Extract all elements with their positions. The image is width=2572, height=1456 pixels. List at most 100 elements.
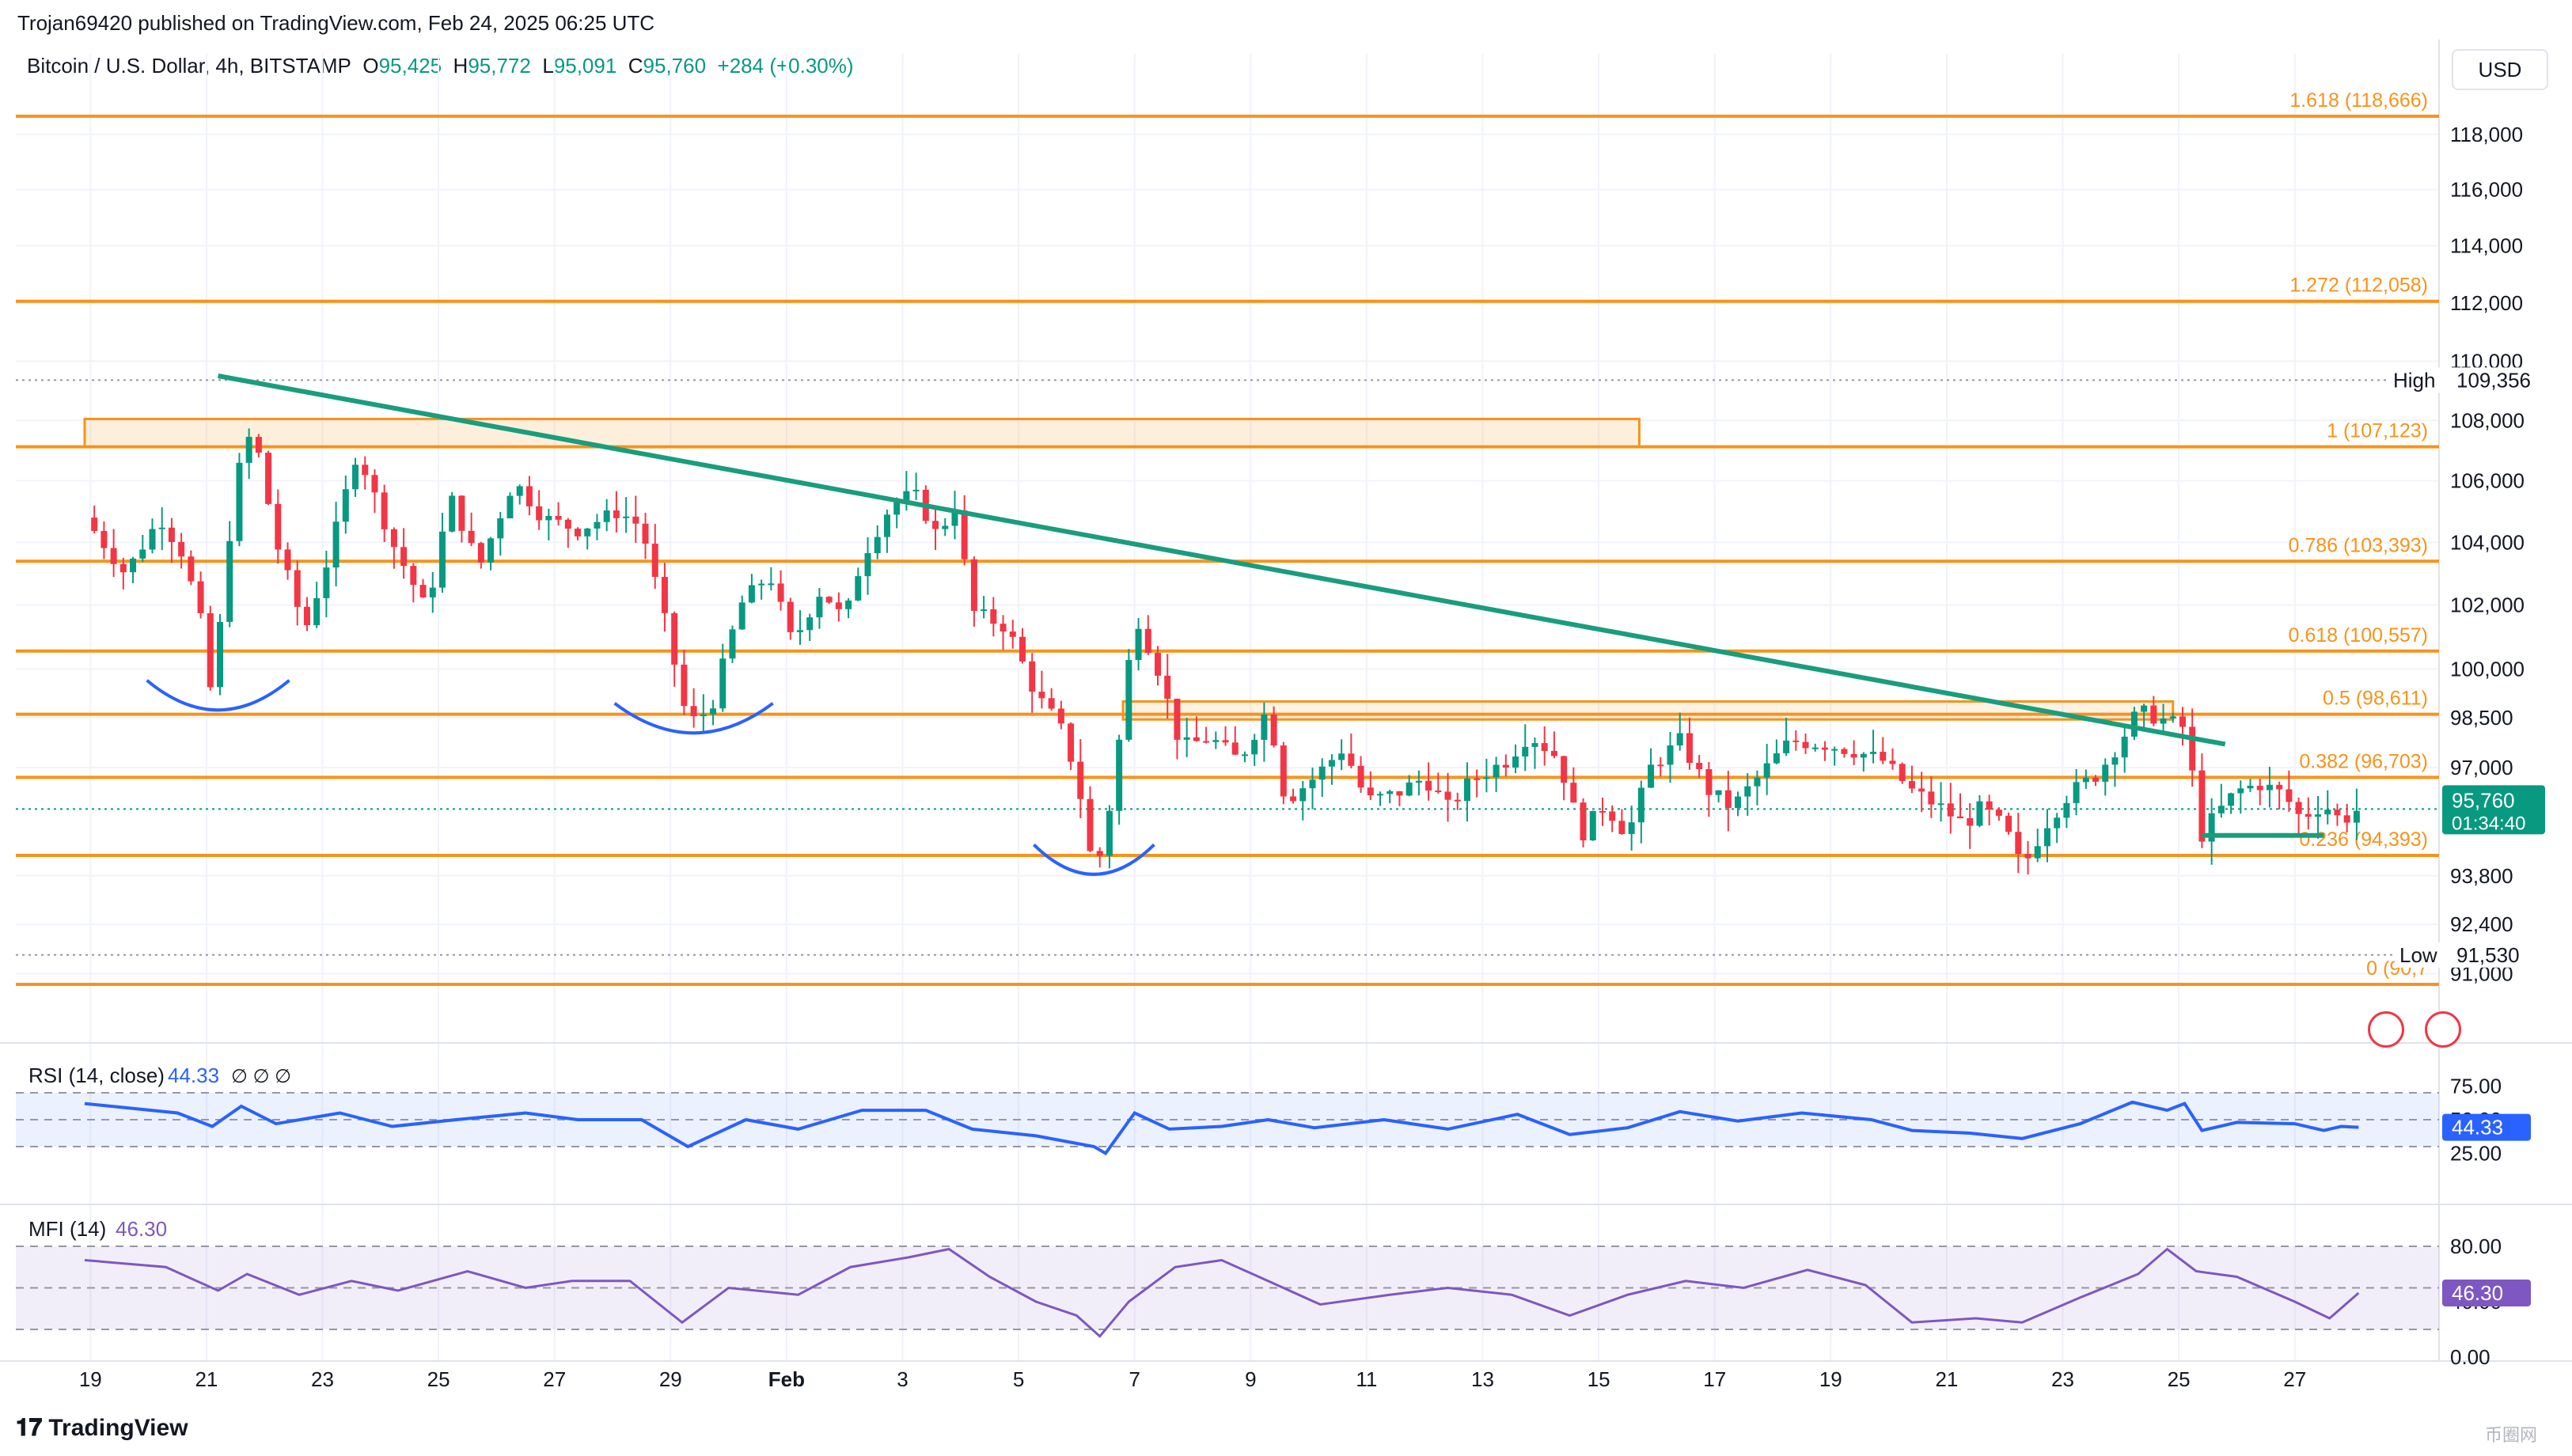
time-tick: 11 <box>1356 1367 1377 1391</box>
candle-body <box>981 609 987 611</box>
candle-body <box>1851 754 1857 758</box>
candle-body <box>362 464 368 475</box>
time-tick: Feb <box>768 1367 805 1391</box>
candle-body <box>913 490 920 491</box>
candle-body <box>1077 762 1083 799</box>
candle-body <box>111 548 117 564</box>
candle-body <box>2189 726 2195 770</box>
price-tick: 92,400 <box>2450 912 2513 936</box>
time-tick: 29 <box>659 1367 682 1391</box>
candle-body <box>1909 781 1915 788</box>
candle-body <box>1522 747 1528 756</box>
candle-body <box>1764 764 1770 778</box>
candle-body <box>2102 764 2108 782</box>
candle-body <box>797 630 803 632</box>
candle-body <box>2025 854 2031 859</box>
candle-body <box>207 613 214 687</box>
candle-body <box>1561 756 1567 783</box>
candle-body <box>304 607 310 625</box>
candle-body <box>623 517 629 518</box>
mfi-legend-value: 46.30 <box>116 1217 167 1241</box>
candle-body <box>652 544 658 577</box>
price-tick: 118,000 <box>2450 123 2523 146</box>
candle-body <box>2015 832 2021 854</box>
candle-body <box>2334 810 2340 815</box>
candle-body <box>1474 779 1480 780</box>
candle-body <box>1271 715 1277 745</box>
candle-body <box>2237 788 2244 793</box>
candle-body <box>1590 811 1596 840</box>
candle-body <box>2044 828 2050 847</box>
mfi-tick: 0.00 <box>2450 1345 2490 1369</box>
tv-logo-icon: 𝟏𝟕 <box>16 1415 42 1442</box>
fib-level-label: 0.382 (96,703) <box>2299 750 2428 772</box>
candle-body <box>2305 814 2312 817</box>
time-axis: 19 21 23 25 27 29 Feb 3 5 7 9 11 13 15 17 19 21 23 25 27 <box>79 1367 2306 1391</box>
candle-body <box>1551 751 1557 756</box>
candle-body <box>2286 789 2292 802</box>
candle-body <box>2035 846 2041 858</box>
candle-body <box>2170 716 2176 719</box>
candle-body <box>1889 760 1895 764</box>
candle-body <box>1531 743 1538 747</box>
candle-body <box>1212 740 1219 742</box>
candle-body <box>1831 749 1838 751</box>
rsi-title: RSI (14, close) <box>28 1064 165 1087</box>
price-tick: 98,500 <box>2450 706 2513 730</box>
candle-body <box>130 559 136 572</box>
candle-body <box>371 475 377 492</box>
candle-body <box>478 543 484 563</box>
candle-body <box>1792 741 1799 742</box>
price-tick: 104,000 <box>2450 530 2525 554</box>
candle-body <box>1435 791 1441 792</box>
us-flag-icon[interactable] <box>2425 1011 2461 1048</box>
candle-body <box>169 528 175 542</box>
candle-body <box>1174 699 1180 740</box>
candle-body <box>449 495 455 531</box>
candle-body <box>1029 662 1035 692</box>
price-tick: 114,000 <box>2450 234 2523 258</box>
candle-body <box>1223 740 1229 742</box>
rsi-extra-icons: ∅ ∅ ∅ <box>231 1066 291 1087</box>
candle-body <box>1754 778 1760 787</box>
time-tick: 13 <box>1471 1367 1494 1391</box>
candle-body <box>2198 771 2205 842</box>
us-flag-icon[interactable] <box>2368 1011 2404 1048</box>
time-tick: 25 <box>427 1367 450 1391</box>
candle-body <box>1116 740 1122 811</box>
candle-body <box>2324 810 2331 814</box>
candle-body <box>2296 802 2302 813</box>
time-tick: 15 <box>1588 1367 1610 1391</box>
candle-body <box>1242 754 1248 756</box>
candle-body <box>149 529 155 550</box>
candle-body <box>458 495 465 530</box>
price-tick: 97,000 <box>2450 756 2513 779</box>
candle-body <box>787 601 794 631</box>
candle-body <box>139 550 146 559</box>
high-badge-value: 109,356 <box>2456 368 2531 392</box>
candle-body <box>1145 629 1151 653</box>
rsi-legend-value: 44.33 <box>168 1064 219 1087</box>
candle-body <box>343 489 349 521</box>
candle-body <box>584 529 590 537</box>
candle-body <box>1841 749 1847 754</box>
tradingview-logo[interactable]: 𝟏𝟕 TradingView <box>16 1415 188 1442</box>
candle-body <box>1957 817 1963 818</box>
candle-body <box>2344 815 2350 822</box>
candle-body <box>778 583 784 601</box>
candle-body <box>1232 742 1239 754</box>
drawings-layer <box>147 376 2324 874</box>
candle-body <box>2083 778 2089 783</box>
candle-body <box>710 708 716 715</box>
candle-body <box>1725 791 1732 808</box>
price-tick: 93,800 <box>2450 864 2513 888</box>
candle-body <box>2315 814 2321 817</box>
candle-body <box>2150 706 2157 724</box>
candle-body <box>313 598 320 625</box>
candle-body <box>1396 791 1402 796</box>
candle-body <box>1880 752 1886 760</box>
candle-body <box>1861 754 1867 758</box>
rsi-pane: RSI (14, close)44.33∅ ∅ ∅75.0050.0025.00 <box>16 1064 2502 1166</box>
candle-body <box>2228 793 2234 806</box>
